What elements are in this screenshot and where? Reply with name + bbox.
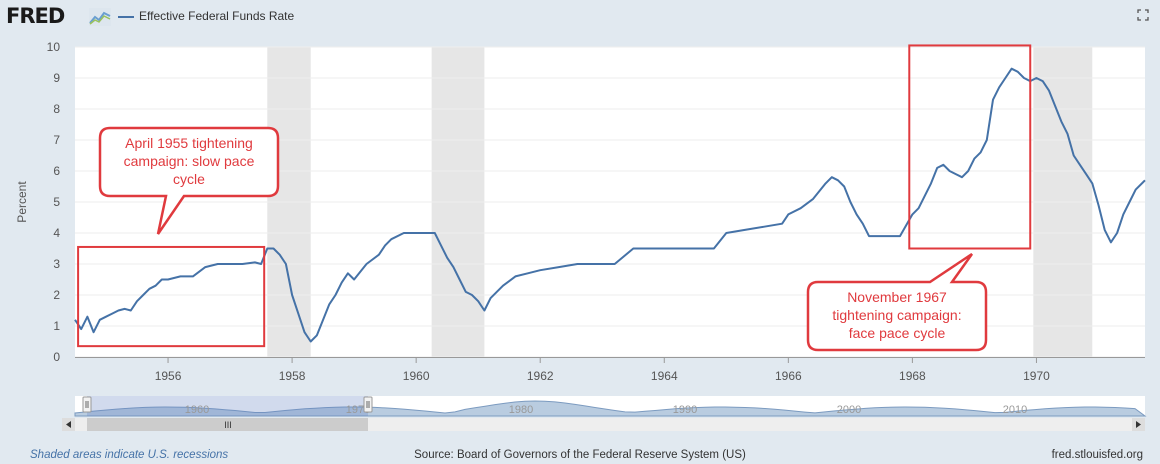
- chart: 0 1 2 3 4 5 6 7 8 9 10 Percent 1956 1958 1960 1962 1964…: [15, 40, 1147, 431]
- y-tick-label: 5: [53, 195, 60, 209]
- fred-logo[interactable]: FRED: [6, 4, 65, 28]
- y-tick-label: 10: [47, 40, 61, 54]
- fullscreen-icon[interactable]: [1136, 8, 1150, 22]
- legend-label[interactable]: Effective Federal Funds Rate: [139, 9, 295, 23]
- x-tick-label: 1964: [651, 369, 678, 383]
- navigator-left-handle[interactable]: [82, 396, 92, 413]
- site-link[interactable]: fred.stlouisfed.org: [1051, 449, 1143, 461]
- callout-1967: [806, 252, 988, 352]
- navigator-tick-label: 1960: [185, 404, 209, 416]
- y-tick-label: 4: [53, 226, 60, 240]
- callout-1955-text: cycle: [173, 171, 205, 187]
- y-tick-label: 7: [53, 133, 60, 147]
- chart-header: FRED Effective Federal Funds Rate: [0, 0, 1160, 38]
- navigator-right-handle[interactable]: [363, 396, 373, 413]
- y-tick-label: 6: [53, 164, 60, 178]
- navigator-series-area: [74, 400, 1147, 417]
- x-tick-label: 1962: [527, 369, 554, 383]
- callout-1955: [98, 126, 280, 235]
- recessions-note: Shaded areas indicate U.S. recessions: [30, 449, 229, 461]
- callout-1967-text: tightening campaign:: [832, 307, 961, 323]
- highlight-box-1955: [77, 245, 266, 348]
- y-tick-label: 0: [53, 350, 60, 364]
- x-tick-label: 1960: [403, 369, 430, 383]
- highlight-box-1967: [908, 44, 1032, 250]
- source-text: Source: Board of Governors of the Federa…: [414, 449, 746, 461]
- navigator-tick-label: 1980: [509, 404, 533, 416]
- scrollbar-thumb[interactable]: [87, 418, 368, 431]
- x-tick-label: 1966: [775, 369, 802, 383]
- callout-1955-text: campaign: slow pace: [124, 153, 255, 169]
- navigator-tick-label: 2000: [837, 404, 861, 416]
- x-tick-label: 1956: [155, 369, 182, 383]
- source-note: Source: Board of Governors of the Federa…: [0, 449, 1160, 461]
- callout-1955-text: April 1955 tightening: [125, 135, 253, 151]
- series-line[interactable]: [74, 67, 1146, 343]
- navigator-tick-label: 1990: [673, 404, 697, 416]
- x-tick-label: 1968: [899, 369, 926, 383]
- scrollbar-grip[interactable]: III: [224, 420, 232, 430]
- x-tick-label: 1970: [1023, 369, 1050, 383]
- fred-logo-chart-icon: [89, 8, 111, 26]
- navigator-selected-range[interactable]: [87, 396, 368, 416]
- chevron-left-icon: [66, 421, 71, 428]
- chevron-right-icon: [1136, 421, 1141, 428]
- legend-line-icon: [118, 16, 134, 18]
- x-tick-label: 1958: [279, 369, 306, 383]
- y-tick-label: 3: [53, 257, 60, 271]
- y-tick-label: 9: [53, 71, 60, 85]
- callout-1967-text: face pace cycle: [849, 325, 946, 341]
- y-axis-label: Percent: [15, 181, 29, 223]
- y-tick-label: 1: [53, 319, 60, 333]
- y-tick-label: 2: [53, 288, 60, 302]
- y-tick-label: 8: [53, 102, 60, 116]
- callout-1967-text: November 1967: [847, 289, 947, 305]
- navigator-tick-label: 2010: [1003, 404, 1027, 416]
